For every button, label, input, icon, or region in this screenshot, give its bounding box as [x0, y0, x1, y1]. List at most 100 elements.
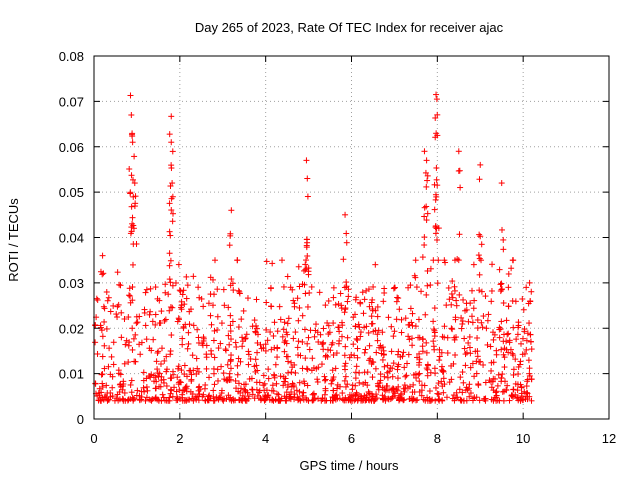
data-point	[496, 397, 503, 404]
data-point	[289, 380, 296, 387]
data-point	[436, 357, 443, 364]
data-point	[330, 294, 337, 301]
data-point	[330, 387, 337, 394]
data-point	[434, 111, 441, 118]
data-point	[372, 261, 379, 268]
data-point	[368, 320, 375, 327]
data-point	[321, 391, 328, 398]
data-point	[134, 319, 141, 326]
data-point	[143, 336, 150, 343]
data-point	[149, 318, 156, 325]
data-point	[360, 310, 367, 317]
data-point	[374, 337, 381, 344]
x-tick-label: 8	[434, 431, 441, 446]
data-point	[364, 369, 371, 376]
data-point	[130, 335, 137, 342]
data-point	[423, 349, 430, 356]
data-point	[131, 153, 138, 160]
data-point	[523, 284, 530, 291]
data-point	[134, 387, 141, 394]
data-point	[399, 353, 406, 360]
data-point	[441, 323, 448, 330]
data-point	[163, 383, 170, 390]
data-point	[483, 325, 490, 332]
data-point	[401, 388, 408, 395]
data-point	[395, 361, 402, 368]
data-point	[341, 352, 348, 359]
data-point	[527, 331, 534, 338]
data-point	[117, 282, 124, 289]
data-point	[94, 350, 101, 357]
data-point	[296, 388, 303, 395]
data-point	[128, 377, 135, 384]
data-point	[505, 330, 512, 337]
data-point	[424, 172, 431, 179]
y-tick-label: 0.08	[59, 49, 84, 64]
data-point	[459, 321, 466, 328]
data-point	[459, 389, 466, 396]
data-point	[469, 397, 476, 404]
data-point	[167, 257, 174, 264]
data-point	[351, 311, 358, 318]
data-point	[106, 345, 113, 352]
data-point	[377, 342, 384, 349]
data-point	[299, 312, 306, 319]
data-point	[460, 296, 467, 303]
data-point	[271, 372, 278, 379]
data-point	[490, 397, 497, 404]
data-point	[172, 279, 179, 286]
data-point	[302, 355, 309, 362]
data-point	[349, 386, 356, 393]
x-tick-labels: 0 2 4 6 8 10 12	[90, 431, 616, 446]
data-point	[121, 315, 128, 322]
data-point	[461, 345, 468, 352]
data-point	[245, 361, 252, 368]
data-point	[253, 296, 260, 303]
data-point	[249, 391, 256, 398]
data-point	[206, 374, 213, 381]
data-point	[407, 305, 414, 312]
data-point	[271, 319, 278, 326]
data-point	[471, 394, 478, 401]
data-point	[177, 379, 184, 386]
data-point	[350, 341, 357, 348]
data-point	[267, 285, 274, 292]
data-point	[435, 257, 442, 264]
data-point	[287, 284, 294, 291]
y-tick-label: 0.07	[59, 94, 84, 109]
data-point	[237, 389, 244, 396]
data-point	[408, 319, 415, 326]
data-point	[510, 386, 517, 393]
data-point	[210, 365, 217, 372]
data-point	[211, 354, 218, 361]
data-point	[456, 386, 463, 393]
data-point	[391, 392, 398, 399]
data-point	[177, 378, 184, 385]
data-point	[169, 218, 176, 225]
data-point	[354, 354, 361, 361]
data-point	[274, 328, 281, 335]
data-point	[261, 394, 268, 401]
y-tick-labels: 0 0.01 0.02 0.03 0.04 0.05 0.06 0.07 0.08	[59, 49, 84, 427]
data-point	[352, 396, 359, 403]
data-point	[453, 297, 460, 304]
data-point	[321, 373, 328, 380]
data-point	[143, 286, 150, 293]
data-point	[493, 347, 500, 354]
data-point	[271, 344, 278, 351]
data-point	[523, 337, 530, 344]
data-point	[295, 263, 302, 270]
data-point	[242, 387, 249, 394]
data-point	[398, 316, 405, 323]
data-point	[311, 333, 318, 340]
data-point	[374, 303, 381, 310]
data-point	[500, 338, 507, 345]
data-point	[478, 319, 485, 326]
data-point	[210, 387, 217, 394]
data-point	[129, 325, 136, 332]
data-point	[344, 298, 351, 305]
data-point	[503, 346, 510, 353]
data-point	[205, 300, 212, 307]
data-point	[336, 328, 343, 335]
data-point	[227, 365, 234, 372]
